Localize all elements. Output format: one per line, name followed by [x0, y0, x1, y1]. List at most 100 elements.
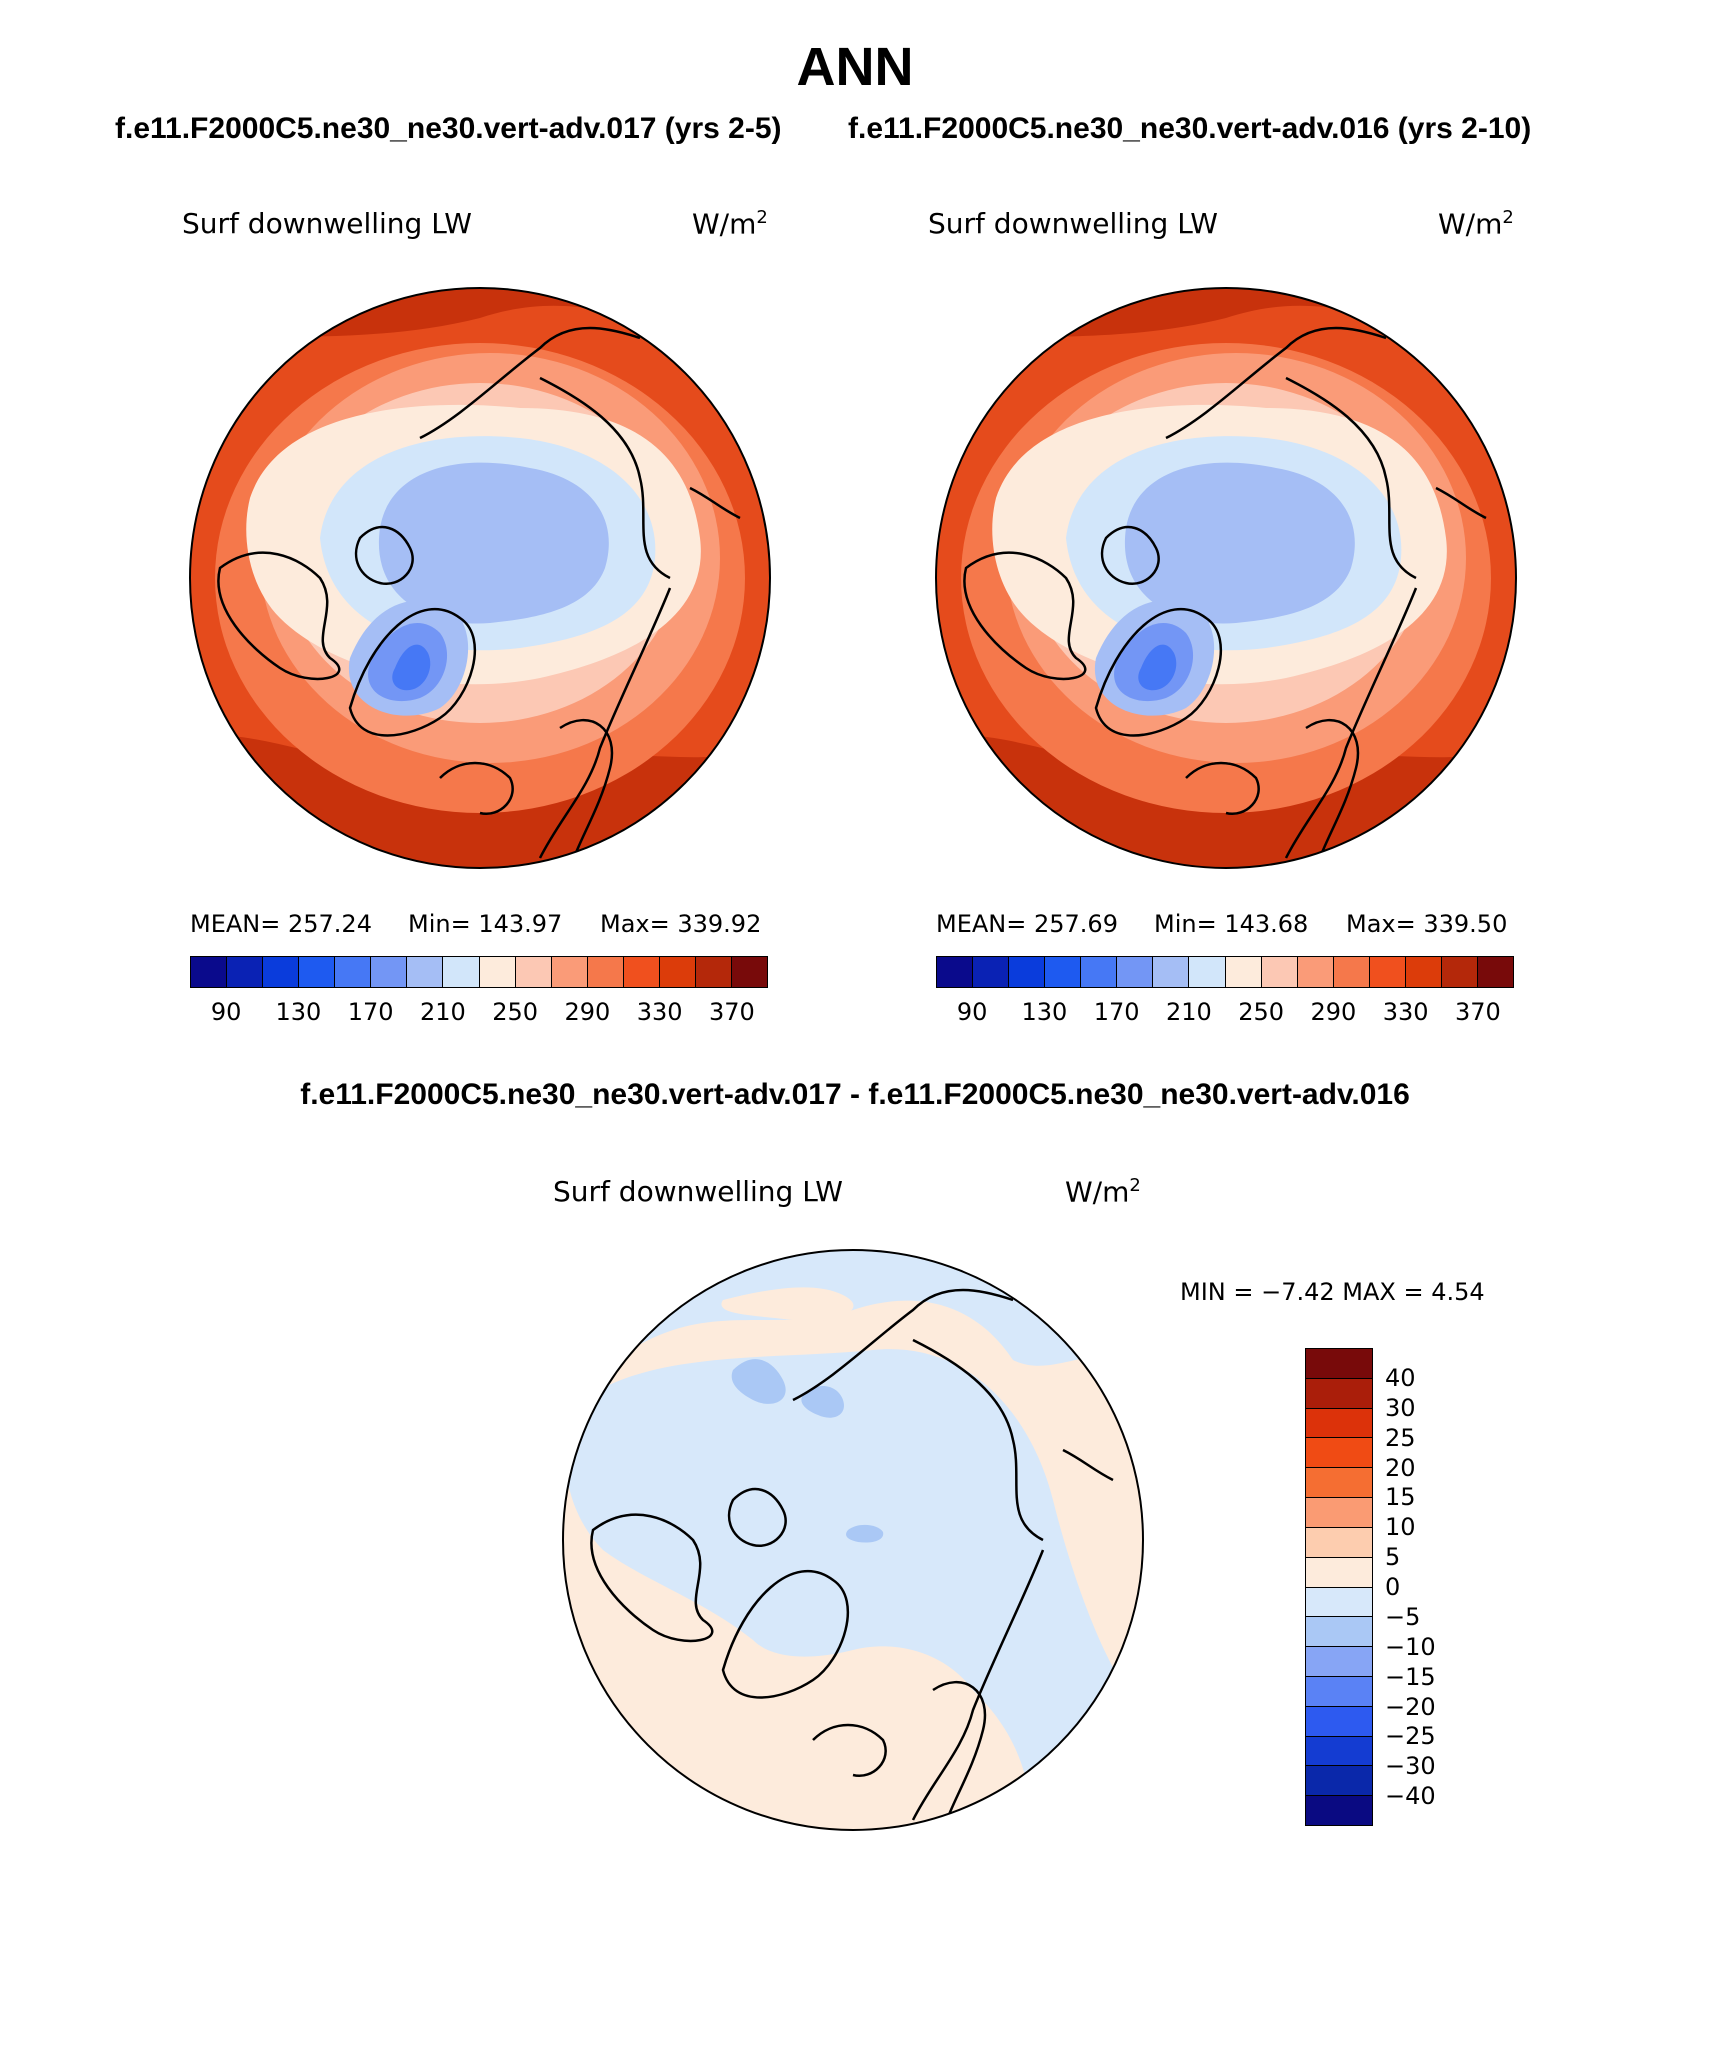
colorbar-cell	[551, 957, 588, 987]
panel1-colorbar	[190, 956, 768, 988]
panel1-min: Min= 143.97	[408, 910, 563, 938]
colorbar-tick-label: 20	[1385, 1453, 1416, 1482]
diff-variable-label: Surf downwelling LW	[553, 1175, 843, 1208]
colorbar-cell	[1081, 957, 1118, 987]
colorbar-cell	[227, 957, 264, 987]
panel2-min: Min= 143.68	[1154, 910, 1309, 938]
page-title: ANN	[796, 37, 914, 97]
colorbar-tick-label: 0	[1385, 1573, 1401, 1601]
map-border	[562, 1249, 1144, 1831]
colorbar-tick-label: 170	[347, 998, 394, 1026]
colorbar-cell	[1306, 1468, 1372, 1499]
colorbar-cell	[335, 957, 372, 987]
colorbar-cell	[299, 957, 336, 987]
colorbar-cell	[1477, 957, 1513, 987]
colorbar-tick-label: 130	[275, 998, 322, 1026]
colorbar-tick-label: 330	[1382, 998, 1429, 1026]
colorbar-cell	[1045, 957, 1082, 987]
panel1-variable-label: Surf downwelling LW	[182, 207, 472, 240]
colorbar-cell	[1306, 1378, 1372, 1409]
colorbar-tick-label: 210	[419, 998, 466, 1026]
colorbar-tick-label: −40	[1385, 1782, 1436, 1811]
colorbar-tick-label: 90	[956, 998, 988, 1026]
colorbar-cell	[1297, 957, 1334, 987]
panel2-max: Max= 339.50	[1346, 910, 1508, 938]
panel1-max: Max= 339.92	[600, 910, 762, 938]
region-negative-bering-1	[731, 1359, 786, 1404]
diff-colorbar-ticks: 40 30 25 20 15 10 5 0 −5 −10 −15 −20 −25 −30 −40	[1385, 1348, 1475, 1826]
colorbar-tick-label: 90	[210, 998, 242, 1026]
colorbar-tick-label: 130	[1021, 998, 1068, 1026]
region-greenland-blue	[1138, 644, 1177, 691]
colorbar-cell	[1306, 1557, 1372, 1588]
colorbar-cell	[1117, 957, 1154, 987]
colorbar-cell	[1189, 957, 1226, 987]
colorbar-cell	[587, 957, 624, 987]
panel2-colorbar-ticks: 90 130 170 210 250 290 330 370	[936, 998, 1514, 1028]
colorbar-cell	[1306, 1527, 1372, 1558]
colorbar-cell	[1333, 957, 1370, 987]
panel2-mean: MEAN= 257.69	[936, 910, 1118, 938]
region-greenland-blue	[392, 644, 431, 691]
colorbar-cell	[937, 957, 974, 987]
colorbar-cell	[1441, 957, 1478, 987]
colorbar-tick-label: 10	[1385, 1513, 1416, 1542]
region-negative-bering-2	[801, 1385, 844, 1418]
colorbar-tick-label: 5	[1385, 1543, 1401, 1572]
panel2-colorbar	[936, 956, 1514, 988]
colorbar-cell	[1405, 957, 1442, 987]
panel1-polar-map	[189, 287, 771, 869]
diff-polar-map	[562, 1249, 1144, 1831]
colorbar-cell	[1306, 1647, 1372, 1677]
colorbar-tick-label: 290	[564, 998, 611, 1026]
colorbar-cell	[515, 957, 552, 987]
panel1-mean: MEAN= 257.24	[190, 910, 372, 938]
colorbar-tick-label: 370	[708, 998, 755, 1026]
colorbar-cell	[407, 957, 444, 987]
region-negative-arctic	[565, 1349, 1143, 1830]
colorbar-tick-label: 210	[1165, 998, 1212, 1026]
region-positive-patch	[721, 1287, 854, 1321]
colorbar-cell	[695, 957, 732, 987]
region-negative-central	[846, 1524, 884, 1543]
colorbar-tick-label: 15	[1385, 1483, 1416, 1512]
colorbar-tick-label: 330	[636, 998, 683, 1026]
colorbar-cell	[1009, 957, 1046, 987]
colorbar-tick-label: 250	[492, 998, 539, 1026]
panel2-variable-label: Surf downwelling LW	[928, 207, 1218, 240]
colorbar-tick-label: 290	[1310, 998, 1357, 1026]
colorbar-tick-label: −25	[1385, 1722, 1436, 1751]
colorbar-cell	[443, 957, 480, 987]
colorbar-tick-label: 250	[1238, 998, 1285, 1026]
colorbar-cell	[1306, 1408, 1372, 1439]
colorbar-cell	[973, 957, 1010, 987]
colorbar-tick-label: −5	[1385, 1602, 1421, 1631]
colorbar-cell	[1225, 957, 1262, 987]
region-light-blue	[1124, 462, 1355, 624]
colorbar-cell	[1306, 1796, 1372, 1825]
case2-title: f.e11.F2000C5.ne30_ne30.vert-adv.016 (yr…	[848, 112, 1532, 145]
panel1-units-label: W/m2	[692, 207, 768, 241]
panel2-polar-map	[935, 287, 1517, 869]
colorbar-tick-label: 370	[1454, 998, 1501, 1026]
colorbar-tick-label: 30	[1385, 1393, 1416, 1422]
region-light-blue	[378, 462, 609, 624]
colorbar-cell	[479, 957, 516, 987]
colorbar-cell	[371, 957, 408, 987]
colorbar-cell	[191, 957, 228, 987]
colorbar-tick-label: 170	[1093, 998, 1140, 1026]
colorbar-cell	[1306, 1617, 1372, 1648]
diff-title: f.e11.F2000C5.ne30_ne30.vert-adv.017 - f…	[300, 1078, 1410, 1111]
colorbar-cell	[1306, 1349, 1372, 1379]
colorbar-cell	[1306, 1736, 1372, 1767]
colorbar-cell	[1369, 957, 1406, 987]
colorbar-cell	[1306, 1676, 1372, 1707]
colorbar-cell	[1306, 1587, 1372, 1618]
panel2-units-label: W/m2	[1438, 207, 1514, 241]
colorbar-cell	[623, 957, 660, 987]
map-border	[935, 287, 1517, 869]
colorbar-cell	[1261, 957, 1298, 987]
colorbar-cell	[731, 957, 767, 987]
panel1-colorbar-ticks: 90 130 170 210 250 290 330 370	[190, 998, 768, 1028]
map-border	[189, 287, 771, 869]
